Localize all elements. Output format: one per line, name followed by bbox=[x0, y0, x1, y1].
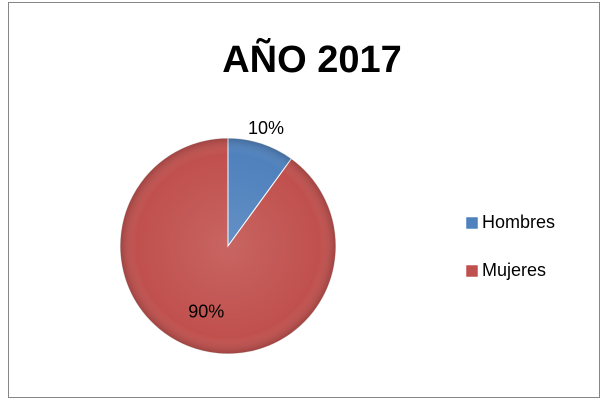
data-label: 10% bbox=[248, 118, 284, 138]
legend-label: Mujeres bbox=[482, 260, 546, 280]
data-label: 90% bbox=[188, 302, 224, 322]
legend-swatch bbox=[465, 264, 479, 278]
legend-swatch bbox=[465, 216, 479, 230]
chart-title: AÑO 2017 bbox=[222, 37, 402, 81]
labels: 10% 90% Hombres Mujeres bbox=[188, 118, 555, 322]
pie bbox=[119, 137, 337, 355]
legend-label: Hombres bbox=[482, 212, 555, 232]
pie-slice bbox=[119, 137, 337, 355]
